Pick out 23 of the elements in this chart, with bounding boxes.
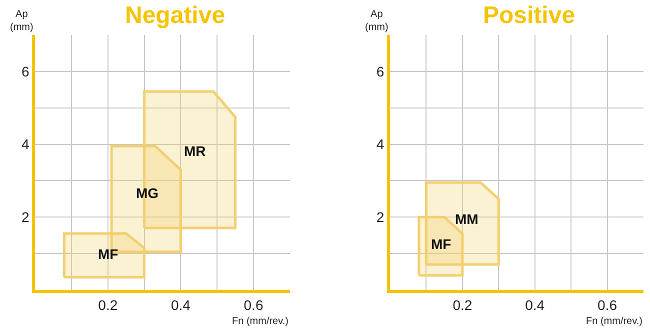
- y-axis-title: Ap (mm): [10, 9, 34, 33]
- y-tick-label: 4: [376, 136, 384, 152]
- chart-title: Positive: [483, 2, 576, 29]
- x-tick-label: 0.2: [452, 296, 472, 313]
- y-tick-label: 6: [22, 63, 30, 80]
- x-tick-label: 0.6: [244, 296, 264, 313]
- x-tick-label: 0.4: [170, 296, 191, 313]
- series-label: MR: [184, 143, 206, 159]
- y-axis-title: Ap (mm): [365, 9, 388, 33]
- series-label: MM: [455, 211, 478, 227]
- series-label: MF: [431, 236, 452, 252]
- y-tick-label: 2: [376, 209, 384, 226]
- y-tick-label: 2: [22, 209, 30, 226]
- x-tick-label: 0.4: [525, 296, 545, 313]
- x-tick-label: 0.2: [98, 296, 118, 313]
- y-tick-label: 4: [22, 136, 30, 152]
- series-label: MG: [136, 185, 159, 201]
- x-tick-label: 0.6: [598, 296, 618, 313]
- series-label: MF: [98, 246, 119, 262]
- y-tick-label: 6: [376, 63, 384, 80]
- x-axis-title: Fn (mm/rev.): [586, 316, 642, 327]
- chart-title: Negative: [125, 2, 226, 29]
- x-axis-title: Fn (mm/rev.): [232, 316, 288, 327]
